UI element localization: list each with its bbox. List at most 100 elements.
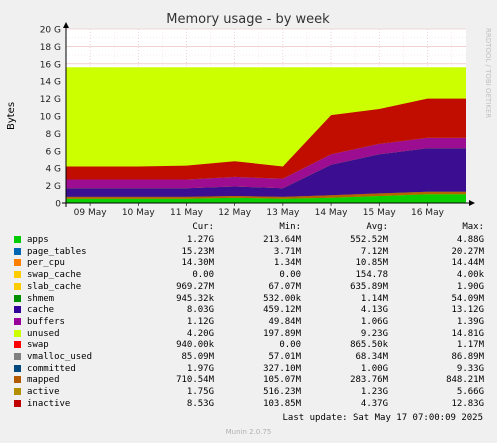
header-max: Max: <box>462 222 484 232</box>
axes <box>62 22 475 207</box>
legend-avg: 552.52M <box>350 235 388 245</box>
legend-cur: 8.03G <box>186 305 214 316</box>
legend-name: shmem <box>27 293 55 304</box>
legend-avg: 283.76M <box>350 375 388 386</box>
legend-cur: 1.97G <box>186 363 214 374</box>
legend-min: 459.12M <box>263 305 301 316</box>
legend-avg: 154.78 <box>355 270 388 281</box>
legend-swatch <box>14 247 21 255</box>
header-min: Min: <box>279 222 301 232</box>
legend-swatch <box>14 282 21 290</box>
legend-cur: 0.00 <box>192 270 214 281</box>
header-cur: Cur: <box>192 222 214 232</box>
area-cache <box>66 148 466 197</box>
legend-swatch <box>14 294 21 302</box>
legend-max: 4.00k <box>456 270 484 281</box>
legend-max: 1.39G <box>456 316 484 327</box>
legend-min: 213.64M <box>263 235 301 245</box>
y-tick-label: 8 G <box>45 130 61 140</box>
x-tick-label: 13 May <box>266 208 300 218</box>
legend-name: mapped <box>27 375 60 386</box>
x-tick-label: 15 May <box>363 208 397 218</box>
y-tick-label: 10 G <box>40 113 61 123</box>
legend-item-swap: swap 940.00k 0.00 865.50k 1.17M <box>14 339 484 351</box>
x-tick-label: 09 May <box>74 208 108 218</box>
legend-swatch <box>14 236 21 243</box>
legend-cur: 14.30M <box>181 258 214 269</box>
y-tick-label: 4 G <box>45 165 61 175</box>
legend-name: swap_cache <box>27 270 82 281</box>
legend-avg: 9.23G <box>360 328 388 339</box>
legend-swatch <box>14 259 21 267</box>
legend-avg: 4.37G <box>360 398 388 409</box>
legend-name: buffers <box>27 316 65 327</box>
legend-item-mapped: mapped 710.54M 105.07M 283.76M 848.21M <box>14 374 484 386</box>
legend-item-apps: apps 1.27G 213.64M 552.52M 4.88G <box>14 234 484 246</box>
munin-version: Munin 2.0.75 <box>225 428 272 436</box>
y-axis-label: Bytes <box>6 102 17 130</box>
legend-min: 67.07M <box>268 281 301 292</box>
legend-name: per_cpu <box>27 258 65 269</box>
legend-cur: 940.00k <box>176 340 214 351</box>
y-tick-label: 20 G <box>40 26 61 36</box>
legend-cur: 1.75G <box>186 387 214 398</box>
legend-swatch <box>14 399 21 407</box>
x-tick-label: 12 May <box>218 208 252 218</box>
legend-min: 327.10M <box>263 363 301 374</box>
legend-min: 1.34M <box>273 258 301 269</box>
chart-title: Memory usage - by week <box>166 12 330 27</box>
area-buffers <box>66 137 466 189</box>
legend-name: swap <box>27 340 49 351</box>
legend-min: 3.71M <box>273 246 301 257</box>
legend-cur: 1.12G <box>186 316 214 327</box>
y-tick-label: 16 G <box>40 60 61 70</box>
legend-cur: 15.23M <box>181 246 214 257</box>
legend-item-shmem: shmem 945.32k 532.00k 1.14M 54.09M <box>14 293 484 305</box>
legend-swatch <box>14 306 21 314</box>
legend-min: 0.00 <box>279 270 301 281</box>
legend-swatch <box>14 341 21 349</box>
legend-min: 57.01M <box>268 352 301 362</box>
legend-swatch <box>14 329 21 337</box>
y-ticks: 0 2 G 4 G 6 G 8 G 10 G 12 G 14 G 16 G 18 G 20 G <box>40 26 62 210</box>
legend-item-buffers: buffers 1.12G 49.84M 1.06G 1.39G <box>14 316 484 328</box>
legend-swatch <box>14 317 21 325</box>
area-mapped <box>66 191 466 199</box>
legend-item-swap-cache: swap_cache 0.00 0.00 154.78 4.00k <box>14 269 484 281</box>
x-ticks: 09 May 10 May 11 May 12 May 13 May 14 May 15 M… <box>74 203 445 218</box>
legend-min: 49.84M <box>268 316 301 327</box>
legend-max: 12.83G <box>451 398 484 409</box>
legend-avg: 1.06G <box>360 316 388 327</box>
plot-areas <box>66 67 466 203</box>
y-tick-label: 6 G <box>45 147 61 157</box>
memory-chart: Memory usage - by week Bytes RRDTOOL / T… <box>6 12 492 218</box>
legend-avg: 4.13G <box>360 305 388 316</box>
x-tick-label: 14 May <box>315 208 349 218</box>
legend-swatch <box>14 364 21 372</box>
y-tick-label: 12 G <box>40 95 61 105</box>
y-tick-label: 14 G <box>40 78 61 88</box>
legend-avg: 1.14M <box>360 293 388 304</box>
area-inactive <box>66 98 466 180</box>
legend-max: 20.27M <box>451 246 484 257</box>
legend-max: 9.33G <box>456 363 484 374</box>
legend-max: 4.88G <box>456 235 484 245</box>
legend-min: 0.00 <box>279 340 301 351</box>
legend-max: 54.09M <box>451 293 484 304</box>
legend-item-per-cpu: per_cpu 14.30M 1.34M 10.85M 14.44M <box>14 257 484 269</box>
legend-cur: 710.54M <box>176 375 214 386</box>
legend-item-active: active 1.75G 516.23M 1.23G 5.66G <box>14 386 484 398</box>
legend-name: committed <box>27 363 76 374</box>
legend-max: 1.17M <box>456 340 484 351</box>
last-update: Last update: Sat May 17 07:00:09 2025 <box>282 413 483 423</box>
y-tick-label: 0 <box>55 200 61 210</box>
legend-name: unused <box>27 328 60 339</box>
legend-max: 86.89M <box>451 352 484 362</box>
legend-item-cache: cache 8.03G 459.12M 4.13G 13.12G <box>14 304 484 316</box>
legend-name: page_tables <box>27 246 87 257</box>
legend-max: 14.81G <box>451 328 484 339</box>
legend-max: 1.90G <box>456 281 484 292</box>
legend-avg: 10.85M <box>355 258 388 269</box>
legend-swatch <box>14 271 21 279</box>
legend-header: Cur: Min: Avg: Max: <box>14 221 484 233</box>
